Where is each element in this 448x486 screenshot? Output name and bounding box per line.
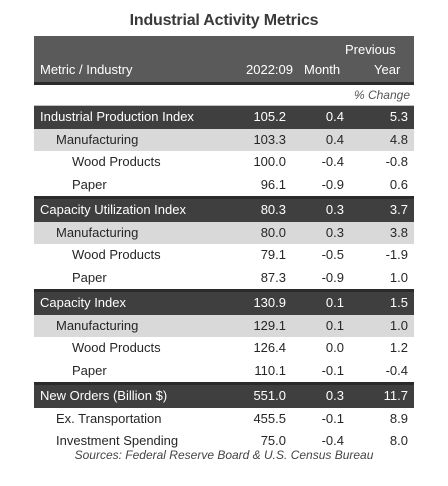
metrics-table: Previous Metric / Industry 2022:09 Month… <box>34 36 414 453</box>
table-row: Capacity Index 130.9 0.1 1.5 <box>34 292 414 315</box>
value-month-change: 0.1 <box>325 317 344 333</box>
row-label: Wood Products <box>72 247 161 262</box>
table-row: Wood Products 126.4 0.0 1.2 <box>34 337 414 360</box>
row-label: Manufacturing <box>56 317 139 333</box>
row-label: New Orders (Billion $) <box>40 388 168 403</box>
table-header: Previous Metric / Industry 2022:09 Month… <box>34 36 414 85</box>
value-2022-09: 126.4 <box>253 340 286 355</box>
row-label: Wood Products <box>72 340 161 355</box>
value-2022-09: 100.0 <box>253 154 286 169</box>
value-month-change: 0.3 <box>325 224 344 240</box>
value-2022-09: 130.9 <box>253 295 286 310</box>
value-year-change: 8.0 <box>389 433 408 448</box>
value-year-change: 1.0 <box>389 269 408 285</box>
table-row: Capacity Utilization Index 80.3 0.3 3.7 <box>34 199 414 222</box>
value-year-change: 0.6 <box>389 176 408 192</box>
value-2022-09: 80.3 <box>260 202 286 217</box>
row-label: Capacity Utilization Index <box>40 202 186 217</box>
value-2022-09: 80.0 <box>260 224 286 240</box>
row-label: Investment Spending <box>56 433 179 448</box>
value-month-change: -0.9 <box>321 176 344 192</box>
value-2022-09: 103.3 <box>253 131 286 147</box>
row-label: Industrial Production Index <box>40 109 194 124</box>
table-row: Paper 96.1 -0.9 0.6 <box>34 174 414 197</box>
value-month-change: -0.1 <box>321 362 344 378</box>
table-row: Ex. Transportation 455.5 -0.1 8.9 <box>34 408 414 431</box>
row-label: Manufacturing <box>56 224 139 240</box>
pct-change-label: % Change <box>353 88 410 102</box>
value-year-change: 11.7 <box>383 388 408 403</box>
value-month-change: -0.1 <box>321 410 344 426</box>
value-2022-09: 110.1 <box>254 362 286 378</box>
table-row: Paper 110.1 -0.1 -0.4 <box>34 360 414 383</box>
table-row: Manufacturing 103.3 0.4 4.8 <box>34 128 414 151</box>
value-year-change: 1.5 <box>389 295 408 310</box>
value-2022-09: 75.0 <box>260 433 286 448</box>
table-body: Industrial Production Index 105.2 0.4 5.3 Ma… <box>34 106 414 453</box>
section-divider <box>34 382 414 385</box>
row-label: Capacity Index <box>40 295 126 310</box>
value-2022-09: 87.3 <box>260 269 286 285</box>
value-month-change: -0.9 <box>321 269 344 285</box>
value-2022-09: 129.1 <box>253 317 286 333</box>
value-year-change: -0.8 <box>385 154 408 169</box>
table-title: Industrial Activity Metrics <box>129 12 319 29</box>
table-row: Wood Products 100.0 -0.4 -0.8 <box>34 151 414 174</box>
row-label: Paper <box>72 176 107 192</box>
value-month-change: 0.3 <box>325 202 344 217</box>
value-year-change: 3.8 <box>389 224 408 240</box>
table-row: Manufacturing 129.1 0.1 1.0 <box>34 314 414 337</box>
section-divider <box>34 289 414 292</box>
row-label: Paper <box>72 269 107 285</box>
table-row: New Orders (Billion $) 551.0 0.3 11.7 <box>34 385 414 408</box>
value-year-change: 5.3 <box>389 109 408 124</box>
value-year-change: 4.8 <box>389 131 408 147</box>
source-note: Sources: Federal Reserve Board & U.S. Ce… <box>74 448 374 462</box>
header-period: 2022:09 <box>246 62 293 77</box>
row-label: Wood Products <box>72 154 161 169</box>
value-year-change: -0.4 <box>385 362 408 378</box>
value-year-change: -1.9 <box>385 247 408 262</box>
table-row: Investment Spending 75.0 -0.4 8.0 <box>34 430 414 453</box>
value-2022-09: 96.1 <box>260 176 286 192</box>
value-month-change: -0.4 <box>321 154 344 169</box>
header-month: Month <box>304 62 341 77</box>
value-2022-09: 105.2 <box>253 109 286 124</box>
header-year: Year <box>374 62 401 77</box>
value-month-change: 0.0 <box>325 340 344 355</box>
table-row: Wood Products 79.1 -0.5 -1.9 <box>34 244 414 267</box>
header-previous: Previous <box>345 42 396 57</box>
value-month-change: 0.1 <box>325 295 344 310</box>
row-label: Ex. Transportation <box>56 410 162 426</box>
table-row: Manufacturing 80.0 0.3 3.8 <box>34 221 414 244</box>
value-2022-09: 455.5 <box>253 410 286 426</box>
section-divider <box>34 196 414 199</box>
header-metric: Metric / Industry <box>40 62 133 77</box>
value-2022-09: 79.1 <box>260 247 286 262</box>
value-year-change: 3.7 <box>389 202 408 217</box>
value-year-change: 1.0 <box>389 317 408 333</box>
value-year-change: 8.9 <box>389 410 408 426</box>
value-month-change: 0.4 <box>325 131 344 147</box>
row-label: Manufacturing <box>56 131 139 147</box>
table-row: Paper 87.3 -0.9 1.0 <box>34 267 414 290</box>
value-month-change: -0.5 <box>321 247 344 262</box>
value-2022-09: 551.0 <box>253 388 286 403</box>
table-row: Industrial Production Index 105.2 0.4 5.3 <box>34 106 414 129</box>
pct-change-subheader: % Change <box>34 85 414 106</box>
value-month-change: 0.3 <box>325 388 344 403</box>
row-label: Paper <box>72 362 107 378</box>
value-month-change: 0.4 <box>325 109 344 124</box>
value-year-change: 1.2 <box>389 340 408 355</box>
value-month-change: -0.4 <box>321 433 344 448</box>
